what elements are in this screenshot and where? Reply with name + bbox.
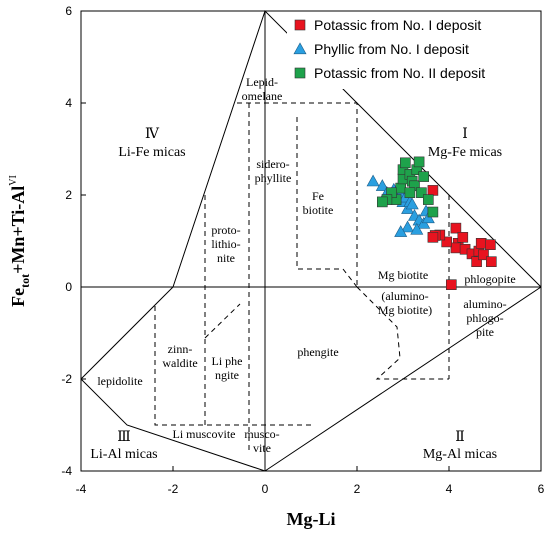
svg-text:Lepid-omelane: Lepid-omelane bbox=[242, 75, 283, 103]
data-point-series-3 bbox=[416, 187, 427, 198]
data-point-series-1 bbox=[450, 222, 462, 234]
data-point-series-3 bbox=[395, 182, 407, 194]
region-I-name: Mg-Fe micas bbox=[428, 145, 502, 160]
data-point-series-1 bbox=[427, 232, 439, 243]
y-axis-ticks: -4 -2 0 2 4 6 bbox=[61, 4, 86, 478]
data-point-series-3 bbox=[413, 156, 425, 168]
data-point-series-2 bbox=[405, 197, 419, 210]
x-tick-label: -4 bbox=[76, 482, 87, 496]
phlogopite-label: phlogopite bbox=[464, 272, 515, 286]
legend-background bbox=[287, 12, 540, 89]
y-tick-label: 4 bbox=[65, 96, 72, 110]
data-point-series-1 bbox=[486, 256, 497, 268]
region-II-numeral: Ⅱ bbox=[455, 430, 465, 445]
x-tick-label: 2 bbox=[354, 482, 361, 496]
plot-frame bbox=[80, 10, 542, 472]
x-tick-label: 4 bbox=[446, 482, 453, 496]
data-point-series-2 bbox=[375, 179, 389, 191]
svg-text:musco-vite: musco-vite bbox=[244, 427, 279, 455]
region-III-name: Li-Al micas bbox=[90, 447, 157, 462]
svg-text:proto-lithio-nite: proto-lithio-nite bbox=[211, 223, 240, 265]
li-muscovite-label: Li muscovite bbox=[173, 427, 236, 441]
svg-text:alumino-phlogo-pite: alumino-phlogo-pite bbox=[463, 297, 506, 339]
y-tick-label: -4 bbox=[61, 464, 72, 478]
y-axis-title: Fetot+Mn+Ti-AlVI bbox=[8, 175, 32, 307]
legend: Potassic from No. I deposit Phyllic from … bbox=[287, 12, 540, 89]
svg-text:zinn-waldite: zinn-waldite bbox=[162, 342, 197, 370]
legend-label-series-3: Potassic from No. II deposit bbox=[314, 65, 485, 81]
y-tick-label: 2 bbox=[65, 188, 72, 202]
zinnwaldite-label: zinn- bbox=[168, 342, 193, 356]
data-point-series-1 bbox=[457, 232, 469, 243]
protolithionite-label: proto- bbox=[211, 223, 240, 237]
data-point-series-1 bbox=[485, 239, 496, 250]
siderophyllite-label: sidero- bbox=[256, 157, 289, 171]
lepidolite-label: lepidolite bbox=[97, 374, 142, 388]
data-point-series-1 bbox=[450, 242, 462, 254]
data-point-series-2 bbox=[394, 225, 408, 237]
data-points bbox=[366, 156, 497, 291]
data-point-series-3 bbox=[422, 194, 434, 205]
x-tick-label: 6 bbox=[538, 482, 545, 496]
li-phengite-label: Li phe bbox=[212, 354, 243, 368]
data-point-series-3 bbox=[404, 187, 416, 198]
svg-text:(alumino-Mg biotite): (alumino-Mg biotite) bbox=[378, 289, 432, 317]
y-tick-label: -2 bbox=[61, 372, 72, 386]
data-point-series-2 bbox=[421, 211, 435, 224]
phengite-label: phengite bbox=[297, 345, 338, 359]
data-point-series-3 bbox=[399, 157, 411, 169]
region-I-numeral: Ⅰ bbox=[462, 127, 468, 142]
data-point-series-2 bbox=[410, 222, 424, 235]
y-tick-label: 0 bbox=[65, 280, 72, 294]
alumino-phlogopite-label: alumino- bbox=[463, 297, 506, 311]
region-II-name: Mg-Al micas bbox=[423, 447, 497, 462]
data-point-series-3 bbox=[418, 171, 430, 182]
fe-biotite-label: Fe bbox=[312, 189, 324, 203]
muscovite-label: musco- bbox=[244, 427, 279, 441]
region-IV-numeral: Ⅳ bbox=[145, 127, 160, 142]
legend-label-series-1: Potassic from No. I deposit bbox=[314, 17, 481, 33]
legend-marker-series-3 bbox=[294, 67, 306, 79]
data-point-series-2 bbox=[401, 220, 415, 233]
data-point-series-1 bbox=[478, 249, 489, 261]
boundary-lower-left bbox=[80, 286, 174, 380]
legend-marker-series-2 bbox=[293, 42, 307, 55]
x-axis-ticks: -4 -2 0 2 4 6 bbox=[76, 466, 545, 496]
data-point-series-2 bbox=[366, 174, 380, 187]
mg-biotite-label: Mg biotite bbox=[378, 268, 428, 282]
region-III-numeral: Ⅲ bbox=[117, 430, 131, 445]
alumino-mg-biotite-label: (alumino- bbox=[381, 289, 428, 303]
data-point-series-1 bbox=[471, 256, 482, 268]
data-point-series-1 bbox=[441, 236, 453, 248]
legend-label-series-2: Phyllic from No. I deposit bbox=[314, 41, 469, 57]
x-tick-label: 0 bbox=[262, 482, 269, 496]
svg-text:Li phengite: Li phe ngite bbox=[212, 354, 243, 382]
x-axis-title: Mg-Li bbox=[287, 509, 336, 529]
region-IV-name: Li-Fe micas bbox=[118, 145, 185, 160]
y-tick-label: 6 bbox=[65, 4, 72, 18]
x-tick-label: -2 bbox=[168, 482, 179, 496]
legend-marker-series-1 bbox=[294, 19, 306, 31]
svg-text:sidero-phyllite: sidero-phyllite bbox=[255, 157, 292, 185]
data-point-series-1 bbox=[475, 238, 487, 249]
data-point-series-1 bbox=[445, 279, 457, 291]
data-point-series-1 bbox=[427, 185, 439, 196]
data-point-series-3 bbox=[427, 206, 439, 218]
field-labels: Lepid-omelane sidero-phyllite proto-lith… bbox=[97, 75, 515, 455]
lepidomelane-label: Lepid- bbox=[246, 75, 278, 89]
data-point-series-3 bbox=[376, 196, 388, 208]
